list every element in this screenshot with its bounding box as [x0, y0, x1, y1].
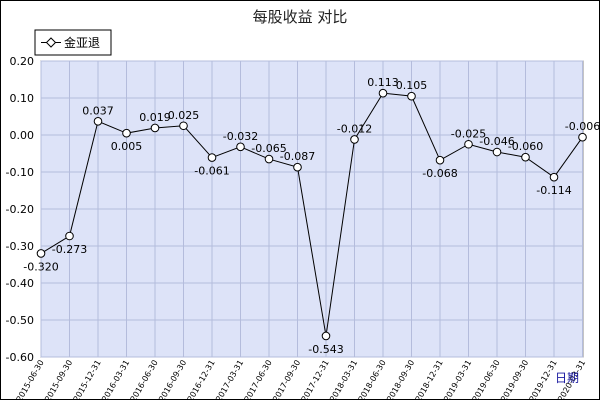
legend-diamond-marker-icon [45, 37, 57, 48]
data-label: -0.087 [280, 150, 315, 163]
y-tick-label: 0.20 [10, 55, 35, 68]
data-point [521, 152, 530, 162]
data-point [293, 162, 302, 172]
data-point [378, 88, 388, 98]
data-point [122, 128, 131, 138]
data-point [65, 231, 74, 241]
x-tick-label: 2018-06-30 [357, 359, 388, 400]
data-label: -0.046 [479, 135, 514, 148]
data-point [36, 249, 46, 258]
data-point [435, 155, 445, 165]
data-point [350, 135, 359, 144]
y-tick-label: 0.10 [10, 92, 35, 105]
y-tick-label: 0.00 [10, 129, 35, 142]
y-tick-label: -0.20 [6, 203, 34, 216]
data-point [179, 121, 188, 131]
data-label: -0.061 [194, 165, 229, 178]
data-point [264, 154, 274, 164]
y-tick-label: -0.30 [6, 240, 34, 253]
data-label: -0.273 [52, 243, 87, 256]
y-axis: 0.20 0.10 0.00 -0.10 -0.20 -0.30 -0.40 -0.50 -0.… [6, 55, 34, 364]
x-tick-label: 2017-06-30 [243, 359, 274, 400]
y-tick-label: -0.50 [6, 314, 34, 327]
data-label: -0.543 [308, 343, 343, 356]
x-tick-label: 2018-09-30 [385, 359, 416, 400]
data-point [464, 139, 473, 149]
data-point [549, 172, 559, 182]
data-label: -0.320 [23, 260, 58, 273]
x-tick-label: 2016-12-31 [186, 359, 217, 400]
y-tick-label: -0.10 [6, 166, 34, 179]
data-label: 0.025 [168, 109, 200, 122]
data-point [236, 142, 245, 152]
chart-title: 每股收益 对比 [253, 8, 348, 26]
y-tick-label: -0.60 [6, 351, 34, 364]
x-tick-label: 2016-09-30 [157, 359, 188, 400]
x-tick-label: 2015-12-31 [72, 359, 103, 400]
data-point [321, 331, 331, 341]
x-tick-label: 2019-09-30 [499, 359, 530, 400]
data-label: 0.105 [396, 79, 428, 92]
x-tick-label: 2017-03-31 [214, 359, 245, 400]
x-tick-label: 2019-06-30 [471, 359, 502, 400]
x-tick-label: 2017-12-31 [300, 359, 331, 400]
data-label: 0.037 [82, 104, 114, 117]
data-label: -0.006 [565, 120, 599, 133]
data-label: -0.065 [251, 142, 286, 155]
data-point [150, 123, 160, 133]
data-point [93, 117, 103, 126]
data-label: -0.060 [508, 140, 543, 153]
data-label: 0.113 [367, 76, 399, 89]
data-label: 0.019 [139, 111, 171, 124]
x-tick-label: 2015-06-30 [15, 359, 46, 400]
x-tick-label: 2016-06-30 [129, 359, 160, 400]
data-label: 0.005 [111, 140, 143, 153]
data-label: -0.025 [451, 127, 486, 140]
x-axis-label: 日期 [555, 371, 579, 385]
series-line [40, 92, 583, 336]
grid-lines [40, 60, 583, 358]
x-axis: 2015-06-302015-09-302015-12-312016-03-31… [15, 359, 588, 403]
legend: 金亚退 [34, 29, 112, 56]
data-label: -0.012 [337, 122, 372, 135]
x-tick-label: 2019-03-31 [442, 359, 473, 400]
y-tick-label: -0.40 [6, 277, 34, 290]
data-point [207, 153, 217, 162]
x-tick-label: 2016-03-31 [100, 359, 131, 400]
x-tick-label: 2015-09-30 [43, 359, 74, 400]
data-point [492, 147, 502, 157]
data-label: -0.114 [536, 184, 571, 197]
x-tick-label: 2018-03-31 [328, 359, 359, 400]
legend-label: 金亚退 [64, 35, 100, 50]
x-tick-label: 2017-09-30 [271, 359, 302, 400]
data-point [578, 132, 587, 142]
data-label: -0.068 [422, 167, 457, 180]
data-point [407, 91, 416, 101]
data-label: -0.032 [223, 130, 258, 143]
x-tick-label: 2018-12-31 [414, 359, 445, 400]
